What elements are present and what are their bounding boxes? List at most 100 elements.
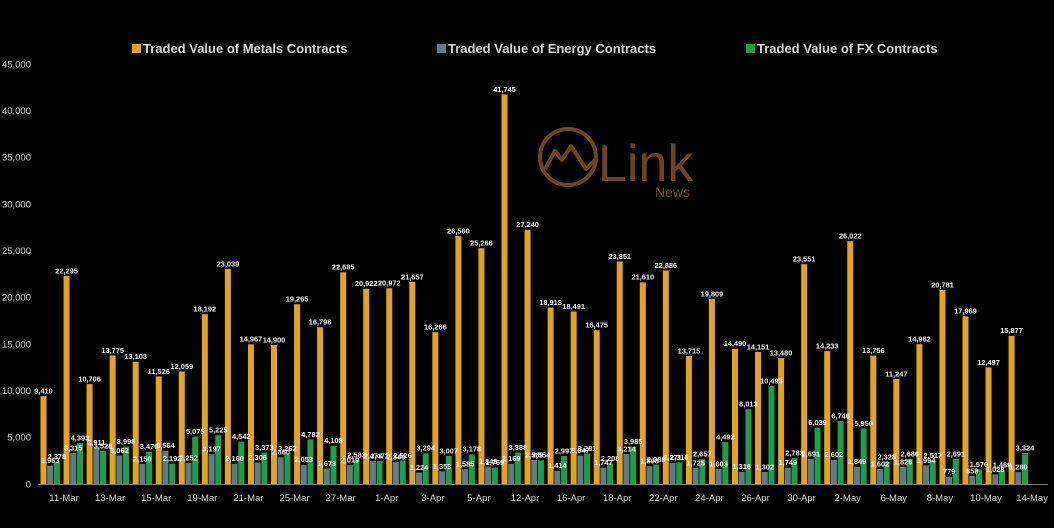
fx-bar [169,463,176,484]
energy-bar [600,467,607,484]
x-tick-label: 10-May [970,493,1002,504]
energy-bar [807,458,814,484]
fx-data-label: 2,208 [601,454,620,463]
x-tick-label: 26-Apr [741,493,770,504]
metals-bar [247,344,254,484]
energy-bar [969,475,976,484]
energy-data-label: 1,843 [479,457,498,466]
fx-data-label: 2,526 [393,451,412,460]
fx-data-label: 2,378 [48,452,67,461]
x-tick-label: 18-Apr [603,493,632,504]
metals-bar [155,376,162,484]
metals-bar [570,311,577,484]
metals-data-label: 20,781 [931,280,954,289]
fx-bar [952,458,959,484]
legend-label-metals: Traded Value of Metals Contracts [143,41,347,56]
x-tick-label: 25-Mar [279,493,309,504]
fx-bar [791,458,798,484]
energy-data-label: 2,568 [525,450,544,459]
y-tick-label: 20,000 [2,293,31,304]
metals-bar [916,344,923,484]
fx-bar [1022,452,1028,484]
energy-bar [369,460,376,484]
fx-data-label: 3,998 [117,437,136,446]
fx-data-label: 2,783 [785,448,804,457]
metals-data-label: 13,756 [862,346,885,355]
energy-bar [761,471,768,484]
energy-bar [231,463,238,484]
energy-bar [531,460,538,484]
metals-bar [685,355,692,484]
energy-bar [208,454,215,484]
metals-bar [870,355,877,484]
metals-bar [178,371,185,484]
fx-bar [561,456,567,484]
fx-data-label: 3,388 [509,443,528,452]
y-tick-label: 25,000 [2,246,31,257]
energy-bar [485,466,492,484]
energy-bar [900,466,907,484]
x-tick-label: 22-Apr [649,493,678,504]
metals-data-label: 17,969 [954,307,977,316]
x-tick-label: 15-Mar [141,493,171,504]
energy-data-label: 1,353 [433,462,452,471]
energy-data-label: 779 [943,467,955,476]
fx-data-label: 3,470 [140,442,159,451]
energy-bar [554,470,561,484]
fx-bar [514,452,521,484]
fx-bar [445,455,452,484]
x-tick-label: 24-Apr [695,493,724,504]
fx-data-label: 3,985 [624,437,643,446]
x-tick-label: 8-May [927,493,954,504]
energy-bar [185,462,192,484]
metals-data-label: 13,775 [101,346,124,355]
energy-bar [946,476,953,484]
y-axis: 0 5,000 10,000 15,000 20,000 25,000 30,000 35,0… [2,59,31,490]
legend-item-energy: Traded Value of Energy Contracts [437,41,656,56]
energy-data-label: 1,280 [1009,462,1028,471]
energy-data-label: 2,602 [825,450,844,459]
fx-bar [422,453,429,484]
energy-bar [462,469,469,484]
metals-data-label: 12,497 [977,358,1000,367]
energy-data-label: 3,564 [156,441,175,450]
fx-bar [768,386,775,484]
fx-bar [653,464,660,484]
fx-bar [860,428,867,484]
metals-bar [962,316,969,484]
x-tick-label: 13-Mar [95,493,125,504]
metals-bar [478,248,485,484]
metals-bar [593,330,600,484]
energy-bar [392,462,399,484]
fx-bar [76,443,83,484]
metals-bar [801,264,808,484]
legend: Traded Value of Metals Contracts Traded … [132,41,938,56]
metals-bar [893,379,900,484]
energy-data-label: 1,963 [41,456,60,465]
fx-bar [929,460,936,484]
fx-bar [814,427,821,484]
energy-bar [992,474,999,484]
metals-data-label: 20,922 [355,279,378,288]
fx-bar [837,421,844,484]
energy-bar [277,457,284,484]
x-tick-label: 30-Apr [787,493,816,504]
energy-data-label: 3,315 [64,443,83,452]
metals-data-label: 14,982 [908,335,931,344]
energy-data-label: 2,306 [248,453,267,462]
fx-data-label: 2,657 [693,450,712,459]
metals-bar [386,288,393,484]
x-tick-label: 3-Apr [421,493,444,504]
metals-bar [432,332,439,484]
fx-data-label: 2,471 [370,451,389,460]
energy-data-label: 1,747 [594,458,613,467]
fx-data-label: 3,324 [1016,443,1035,452]
energy-data-label: 2,271 [663,453,682,462]
watermark-sub: News [655,184,690,200]
metals-bar [985,367,992,484]
energy-bar [323,468,330,484]
energy-data-label: 2,349 [387,452,406,461]
metals-bar [271,344,277,484]
metals-data-label: 12,059 [170,362,193,371]
